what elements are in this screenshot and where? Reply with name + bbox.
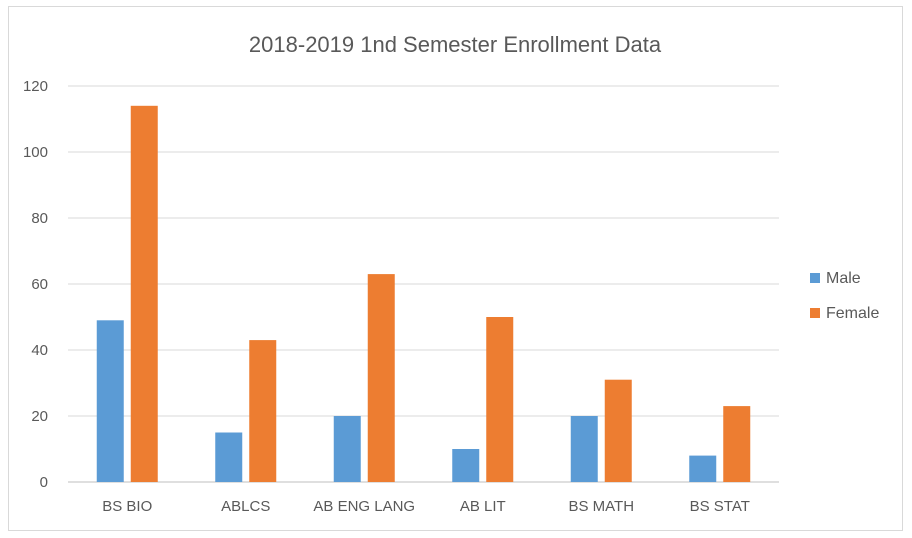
x-tick-label: ABLCS: [221, 498, 270, 515]
y-tick-label: 100: [23, 144, 48, 161]
bar-female-bs-bio: [130, 105, 158, 483]
x-tick-label: AB LIT: [460, 498, 506, 515]
bar-male-bs-stat: [689, 455, 717, 482]
y-tick-label: 20: [31, 408, 48, 425]
legend-swatch-female: [810, 308, 820, 318]
y-axis-ticks: 0 20 40 60 80 100 120: [23, 78, 48, 491]
bar-female-ab-eng-lang: [367, 274, 395, 482]
x-tick-label: BS BIO: [102, 498, 152, 515]
legend-label-female: Female: [826, 305, 879, 322]
legend-swatch-male: [810, 273, 820, 283]
bar-male-ab-lit: [452, 449, 480, 482]
bar-male-bs-math: [570, 416, 598, 482]
bar-female-bs-stat: [723, 406, 751, 482]
bar-male-bs-bio: [96, 320, 124, 482]
bars: [96, 105, 751, 483]
x-tick-label: BS STAT: [690, 498, 750, 515]
bar-male-ab-eng-lang: [333, 416, 361, 482]
y-tick-label: 0: [40, 474, 48, 491]
y-tick-label: 60: [31, 276, 48, 293]
legend: Male Female: [810, 270, 879, 322]
y-tick-label: 120: [23, 78, 48, 95]
bar-female-ab-lit: [486, 317, 514, 482]
bar-male-ablcs: [215, 432, 243, 482]
bar-female-ablcs: [249, 340, 277, 482]
chart-title: 2018-2019 1nd Semester Enrollment Data: [249, 32, 662, 57]
x-tick-label: AB ENG LANG: [313, 498, 415, 515]
bar-female-bs-math: [604, 379, 632, 482]
x-axis-ticks: BS BIO ABLCS AB ENG LANG AB LIT BS MATH BS ST…: [102, 498, 750, 515]
x-tick-label: BS MATH: [568, 498, 634, 515]
legend-label-male: Male: [826, 270, 861, 287]
gridlines: [68, 85, 779, 483]
y-tick-label: 80: [31, 210, 48, 227]
y-tick-label: 40: [31, 342, 48, 359]
